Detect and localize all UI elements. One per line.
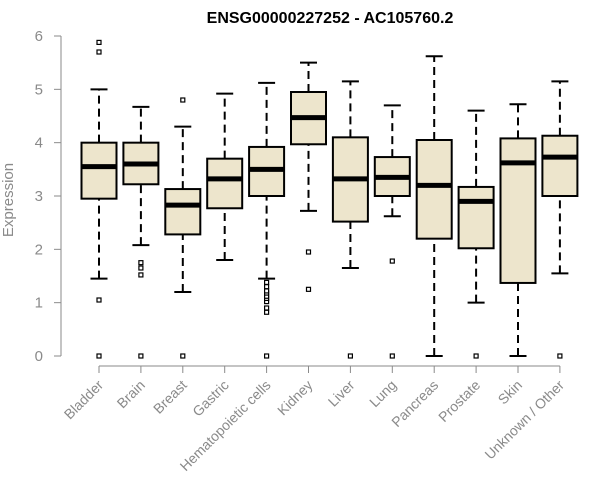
- box-prostate: [457, 109, 495, 359]
- box-iqr: [499, 137, 537, 284]
- outlier-point: [557, 353, 563, 359]
- outlier-point: [138, 265, 144, 271]
- box-bladder: [80, 39, 118, 359]
- outlier-point: [96, 297, 102, 303]
- box-hematopoietic-cells: [248, 81, 286, 359]
- box-breast: [164, 97, 202, 359]
- box-iqr: [415, 139, 453, 240]
- x-category-label: Liver: [325, 377, 358, 410]
- outlier-point: [96, 39, 102, 46]
- x-category-label: Bladder: [61, 377, 107, 423]
- y-tick-label: 6: [35, 28, 43, 45]
- x-category-label: Unknown / Other: [481, 377, 567, 463]
- outlier-point: [347, 353, 353, 359]
- outlier-point: [96, 49, 102, 55]
- outlier-point: [389, 258, 395, 264]
- outlier-point: [473, 353, 479, 359]
- y-tick-label: 2: [35, 241, 43, 258]
- box-iqr: [164, 188, 202, 236]
- outlier-point: [138, 353, 144, 359]
- y-tick-label: 5: [35, 81, 43, 98]
- outlier-point: [138, 260, 144, 266]
- boxes-group: [80, 39, 579, 359]
- outlier-point: [264, 305, 270, 311]
- outlier-point: [264, 284, 270, 290]
- outlier-point: [264, 309, 270, 315]
- box-kidney: [290, 61, 327, 292]
- y-tick-label: 0: [35, 348, 43, 365]
- x-category-label: Prostate: [435, 377, 483, 425]
- x-category-label: Pancreas: [388, 377, 441, 430]
- chart-title: ENSG00000227252 - AC105760.2: [207, 10, 454, 27]
- box-lung: [373, 104, 411, 359]
- x-category-label: Breast: [150, 377, 190, 417]
- outlier-point: [180, 97, 186, 103]
- x-category-label: Brain: [114, 377, 148, 411]
- outlier-point: [138, 272, 144, 278]
- outlier-point: [264, 353, 270, 359]
- y-axis: 0 1 2 3 4 5 6: [35, 28, 62, 365]
- box-brain: [122, 105, 160, 359]
- x-category-label: Kidney: [274, 377, 316, 419]
- x-category-label: Skin: [495, 377, 526, 408]
- y-tick-label: 1: [35, 295, 43, 312]
- box-liver: [331, 80, 369, 359]
- outlier-point: [305, 249, 312, 255]
- y-tick-label: 3: [35, 188, 43, 205]
- box-skin: [499, 103, 537, 357]
- outlier-point: [264, 279, 270, 285]
- box-unknown-other: [541, 80, 579, 359]
- outlier-point: [389, 353, 395, 359]
- box-pancreas: [415, 55, 453, 357]
- outlier-point: [96, 353, 102, 359]
- box-gastric: [206, 92, 244, 261]
- outlier-point: [264, 288, 270, 294]
- box-iqr: [541, 134, 579, 198]
- box-iqr: [457, 185, 495, 250]
- y-tick-label: 4: [35, 135, 43, 152]
- box-iqr: [206, 157, 244, 210]
- box-iqr: [80, 141, 118, 200]
- outlier-point: [180, 353, 186, 359]
- y-axis-label: Expression: [0, 163, 17, 237]
- outlier-point: [305, 286, 312, 292]
- x-category-label: Lung: [366, 377, 399, 410]
